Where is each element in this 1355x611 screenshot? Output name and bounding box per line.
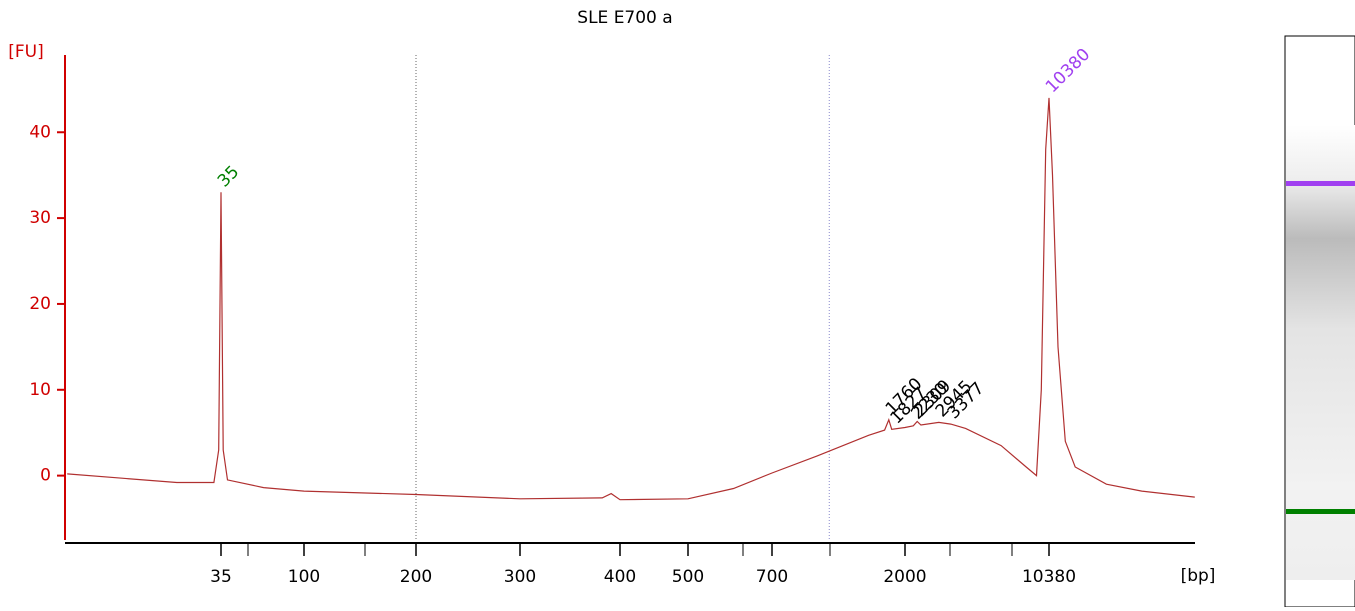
x-tick-label: 2000 [883, 567, 926, 587]
x-tick-label: 100 [288, 567, 320, 587]
x-tick-label: 35 [210, 567, 232, 587]
trace [67, 97, 1195, 501]
y-axis-label: [FU] [8, 42, 44, 62]
x-axis-label: [bp] [1181, 566, 1216, 586]
x-tick-label: 700 [756, 567, 788, 587]
y-tick-label: 30 [29, 208, 51, 228]
x-tick-label: 200 [400, 567, 432, 587]
y-tick-label: 0 [40, 466, 51, 486]
peak-label: 10380 [1042, 45, 1094, 97]
gel-lane [1284, 35, 1355, 608]
minor-ticks [247, 543, 1013, 556]
chart-title: SLE E700 a [577, 8, 672, 28]
y-tick-label: 20 [29, 294, 51, 314]
y-tick-label: 10 [29, 380, 51, 400]
x-tick-label: 10380 [1022, 567, 1076, 587]
x-tick-label: 400 [604, 567, 636, 587]
x-tick-label: 500 [672, 567, 704, 587]
x-tick-label: 300 [504, 567, 536, 587]
peak-label: 35 [214, 162, 243, 191]
y-tick-label: 40 [29, 122, 51, 142]
